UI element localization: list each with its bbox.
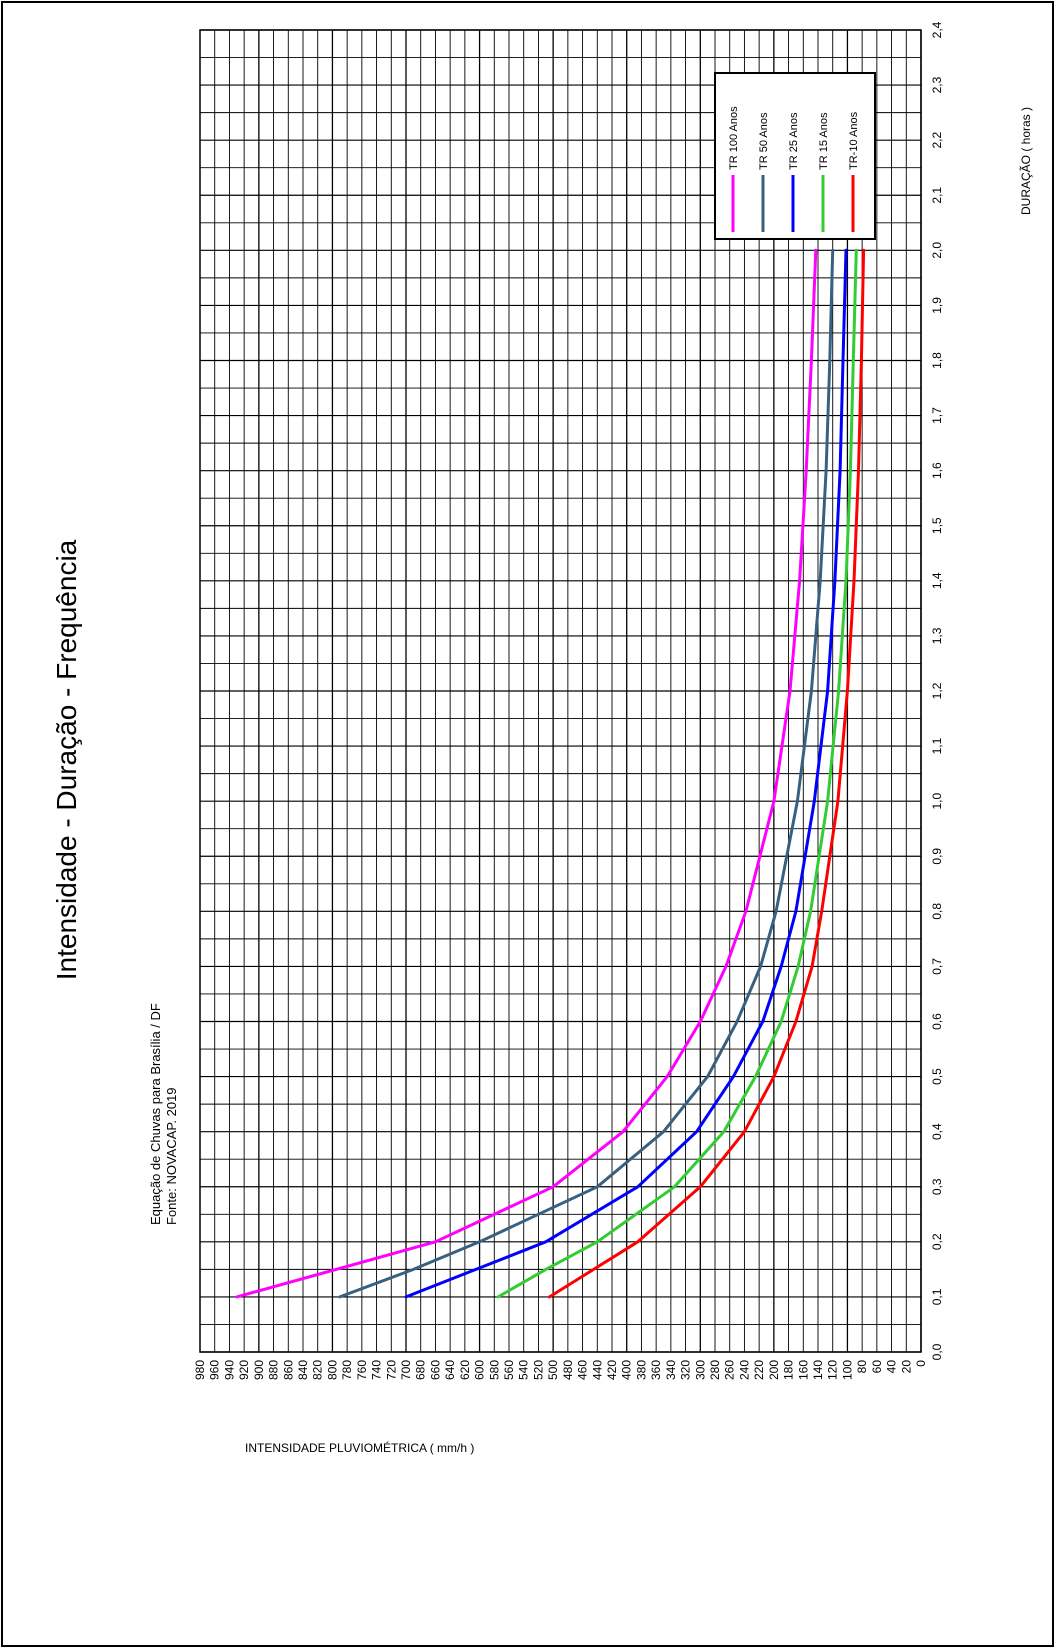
x-tick-label: 0,1	[930, 1288, 944, 1305]
legend: TR 100 Anos TR 50 Anos TR 25 Anos TR 15 Ano…	[714, 72, 876, 240]
x-tick-label: 0,9	[930, 848, 944, 865]
x-tick-label: 1,3	[930, 627, 944, 644]
x-tick-label: 1,1	[930, 737, 944, 754]
y-tick-label: 500	[546, 1360, 560, 1380]
x-tick-label: 0,2	[930, 1233, 944, 1250]
y-tick-label: 960	[208, 1360, 222, 1380]
chart-title: Intensidade - Duração - Frequência	[51, 539, 82, 980]
chart-subtitle-line2: Fonte: NOVACAP. 2019	[164, 1087, 179, 1225]
series-line-1	[235, 248, 818, 1299]
x-tick-label: 2,1	[930, 187, 944, 204]
x-tick-label: 1,8	[930, 352, 944, 369]
y-tick-label: 160	[796, 1360, 810, 1380]
y-tick-label: 980	[193, 1360, 207, 1380]
y-tick-label: 560	[502, 1360, 516, 1380]
y-tick-label: 400	[620, 1360, 634, 1380]
legend-label-5: TR-10 Anos	[848, 111, 860, 170]
grid-layer	[199, 29, 922, 1353]
y-tick-label: 80	[855, 1360, 869, 1374]
x-tick-label: 1,2	[930, 682, 944, 699]
y-tick-label: 820	[311, 1360, 325, 1380]
y-tick-label: 940	[222, 1360, 236, 1380]
x-tick-label: 2,2	[930, 132, 944, 149]
y-tick-label: 740	[370, 1360, 384, 1380]
y-tick-label: 360	[649, 1360, 663, 1380]
y-tick-label: 840	[296, 1360, 310, 1380]
series-layer	[235, 248, 866, 1299]
y-tick-label: 720	[384, 1360, 398, 1380]
y-tick-label: 20	[899, 1360, 913, 1374]
legend-label-2: TR 50 Anos	[758, 112, 770, 170]
y-tick-label: 620	[458, 1360, 472, 1380]
y-tick-label: 40	[885, 1360, 899, 1374]
x-tick-label: 0,5	[930, 1068, 944, 1085]
y-tick-label: 900	[252, 1360, 266, 1380]
chart-subtitle-line1: Equação de Chuvas para Brasília / DF	[148, 1003, 163, 1225]
legend-label-4: TR 15 Anos	[818, 112, 830, 170]
x-tick-label: 0,8	[930, 903, 944, 920]
x-tick-label: 1,9	[930, 297, 944, 314]
tick-layer: 0,0 0,1 0,2 0,3 0,4 0,5 0,6 0,7 0,8 0,9 1,0 1,1 1,2 1…	[193, 21, 944, 1380]
legend-box	[714, 72, 876, 240]
y-tick-label: 480	[561, 1360, 575, 1380]
x-axis-title: DURAÇÃO ( horas )	[1019, 107, 1033, 215]
x-tick-label: 1,7	[930, 407, 944, 424]
y-tick-label: 260	[723, 1360, 737, 1380]
y-tick-label: 140	[811, 1360, 825, 1380]
y-axis-title: INTENSIDADE PLUVIOMÉTRICA ( mm/h )	[245, 1440, 474, 1455]
y-tick-label: 280	[708, 1360, 722, 1380]
series-line-4	[496, 248, 858, 1299]
series-line-3	[404, 248, 848, 1299]
x-tick-label: 0,3	[930, 1178, 944, 1195]
y-tick-label: 240	[737, 1360, 751, 1380]
y-tick-label: 880	[267, 1360, 281, 1380]
y-tick-label: 540	[517, 1360, 531, 1380]
x-tick-label: 1,5	[930, 517, 944, 534]
y-tick-label: 200	[767, 1360, 781, 1380]
x-tick-label: 0,4	[930, 1123, 944, 1140]
x-tick-label: 0,0	[930, 1343, 944, 1360]
y-tick-label: 380	[634, 1360, 648, 1380]
series-line-5	[548, 248, 866, 1299]
x-tick-label: 1,0	[930, 793, 944, 810]
y-tick-label: 460	[576, 1360, 590, 1380]
x-tick-label: 0,7	[930, 958, 944, 975]
y-tick-label: 860	[281, 1360, 295, 1380]
legend-label-3: TR 25 Anos	[788, 112, 800, 170]
y-tick-label: 800	[325, 1360, 339, 1380]
y-tick-label: 660	[428, 1360, 442, 1380]
y-tick-label: 580	[487, 1360, 501, 1380]
x-tick-label: 1,4	[930, 572, 944, 589]
x-tick-label: 0,6	[930, 1013, 944, 1030]
y-tick-label: 920	[237, 1360, 251, 1380]
x-tick-label: 2,0	[930, 242, 944, 259]
y-tick-label: 780	[340, 1360, 354, 1380]
y-tick-label: 0	[914, 1360, 928, 1367]
plot-border	[199, 29, 922, 1353]
y-tick-label: 100	[840, 1360, 854, 1380]
x-tick-label: 2,3	[930, 76, 944, 93]
y-tick-label: 760	[355, 1360, 369, 1380]
y-tick-label: 300	[693, 1360, 707, 1380]
y-tick-label: 640	[443, 1360, 457, 1380]
y-tick-label: 440	[590, 1360, 604, 1380]
y-tick-label: 340	[664, 1360, 678, 1380]
y-tick-label: 680	[414, 1360, 428, 1380]
y-tick-label: 520	[531, 1360, 545, 1380]
y-tick-label: 120	[826, 1360, 840, 1380]
y-tick-label: 220	[752, 1360, 766, 1380]
y-tick-label: 320	[679, 1360, 693, 1380]
y-tick-label: 60	[870, 1360, 884, 1374]
y-tick-label: 700	[399, 1360, 413, 1380]
legend-label-1: TR 100 Anos	[728, 106, 740, 170]
y-tick-label: 420	[605, 1360, 619, 1380]
series-line-2	[338, 248, 835, 1299]
x-tick-label: 2,4	[930, 21, 944, 38]
y-tick-label: 180	[782, 1360, 796, 1380]
y-tick-label: 600	[473, 1360, 487, 1380]
x-tick-label: 1,6	[930, 462, 944, 479]
